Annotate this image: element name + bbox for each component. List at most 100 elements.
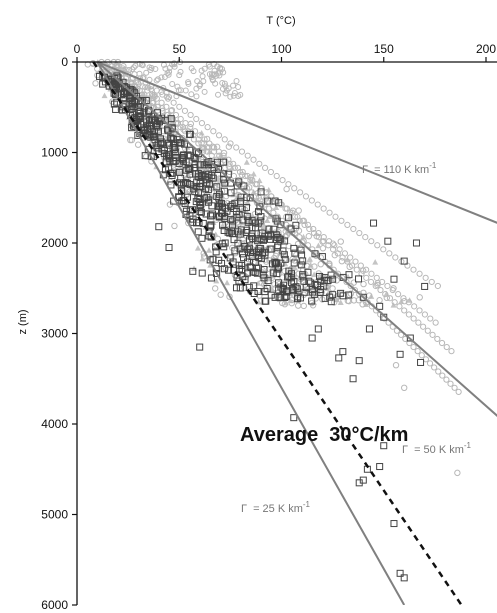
data-point-square — [179, 179, 187, 187]
data-point-square — [213, 269, 221, 277]
data-point-circle — [406, 339, 413, 347]
data-point-square — [229, 217, 237, 225]
data-point-circle — [129, 66, 136, 73]
data-point-circle — [273, 172, 280, 180]
data-point-square — [194, 228, 202, 236]
data-point-circle — [270, 209, 277, 216]
data-point-square — [227, 189, 235, 197]
gamma-50-label: Γ = 50 K km-1 — [402, 441, 472, 456]
data-point-square — [256, 203, 264, 211]
data-point-square — [166, 157, 174, 165]
data-point-circle — [211, 285, 219, 292]
data-point-circle — [144, 95, 151, 102]
data-point-square — [390, 520, 398, 528]
data-point-square — [168, 125, 176, 133]
data-point-square — [254, 264, 262, 272]
data-point-circle — [142, 84, 149, 91]
data-point-circle — [305, 233, 313, 240]
data-point-circle — [357, 262, 364, 269]
data-point-circle — [356, 229, 363, 237]
data-point-square — [321, 294, 329, 302]
data-point-square — [162, 158, 170, 166]
data-point-circle — [193, 115, 200, 123]
data-point-square — [198, 234, 206, 242]
data-point-circle — [285, 181, 292, 188]
data-point-circle — [252, 181, 259, 188]
data-point-circle — [233, 144, 240, 151]
data-point-circle — [200, 78, 207, 85]
data-point-triangle — [337, 299, 344, 305]
data-point-circle — [210, 148, 218, 155]
data-point-square — [235, 178, 243, 186]
data-point-square — [138, 96, 146, 104]
data-point-circle — [397, 331, 405, 338]
data-point-circle — [435, 368, 442, 375]
data-point-circle — [262, 189, 270, 196]
data-point-circle — [279, 177, 286, 184]
data-point-square — [293, 285, 301, 293]
data-point-square — [196, 195, 204, 203]
data-point-square — [227, 203, 235, 211]
data-point-square — [339, 292, 347, 300]
data-point-square — [280, 251, 288, 259]
data-point-square — [260, 236, 268, 244]
data-point-circle — [210, 128, 217, 135]
gamma-25-symbol: Γ — [241, 503, 247, 515]
data-point-circle — [217, 291, 224, 298]
data-point-square — [218, 209, 226, 217]
data-point-square — [165, 244, 173, 252]
y-tick-label: 1000 — [41, 146, 68, 160]
data-point-square — [244, 217, 252, 225]
data-point-square — [236, 284, 244, 292]
data-point-circle — [294, 213, 301, 220]
y-tick-label: 2000 — [41, 236, 68, 250]
gradient-lines — [92, 61, 497, 605]
data-point-square — [120, 83, 128, 91]
data-point-circle — [405, 299, 412, 306]
data-point-circle — [226, 160, 233, 167]
data-point-circle — [219, 80, 226, 87]
data-point-square — [298, 251, 306, 259]
data-point-square — [304, 268, 312, 276]
data-point-circle — [268, 193, 275, 200]
data-point-circle — [170, 99, 177, 106]
data-point-circle — [386, 250, 393, 257]
data-point-circle — [410, 266, 417, 273]
gradient-line-50 — [96, 61, 497, 417]
data-point-circle — [373, 274, 380, 281]
data-point-circle — [410, 315, 417, 322]
data-point-square — [308, 334, 316, 342]
data-point-circle — [195, 136, 202, 143]
data-point-circle — [256, 160, 263, 167]
data-point-square — [207, 221, 215, 229]
data-point-square — [290, 278, 298, 286]
data-point-circle — [216, 152, 223, 159]
data-point-square — [272, 235, 280, 243]
data-point-circle — [212, 80, 219, 87]
data-point-circle — [163, 103, 170, 110]
data-point-square — [119, 103, 127, 111]
data-point-square — [236, 245, 244, 253]
data-point-circle — [145, 84, 152, 91]
data-point-circle — [244, 152, 251, 159]
data-point-square — [225, 266, 233, 274]
data-point-triangle — [306, 256, 313, 263]
data-point-square — [250, 282, 258, 290]
data-point-triangle — [213, 277, 220, 284]
y-axis-title: z (m) — [17, 309, 29, 334]
data-point-circle — [233, 78, 240, 85]
data-point-square — [281, 237, 289, 245]
data-point-circle — [238, 148, 246, 155]
data-point-square — [126, 91, 134, 99]
data-point-circle — [181, 107, 189, 114]
gamma-25-exp: -1 — [303, 500, 311, 509]
data-point-circle — [109, 98, 116, 105]
data-point-square — [173, 136, 181, 144]
data-point-circle — [400, 295, 407, 302]
data-point-circle — [182, 87, 189, 94]
data-point-square — [199, 219, 207, 227]
data-point-circle — [230, 82, 237, 89]
data-point-circle — [376, 297, 383, 304]
x-axis-title: T (°C) — [266, 15, 295, 27]
data-point-square — [220, 226, 228, 234]
